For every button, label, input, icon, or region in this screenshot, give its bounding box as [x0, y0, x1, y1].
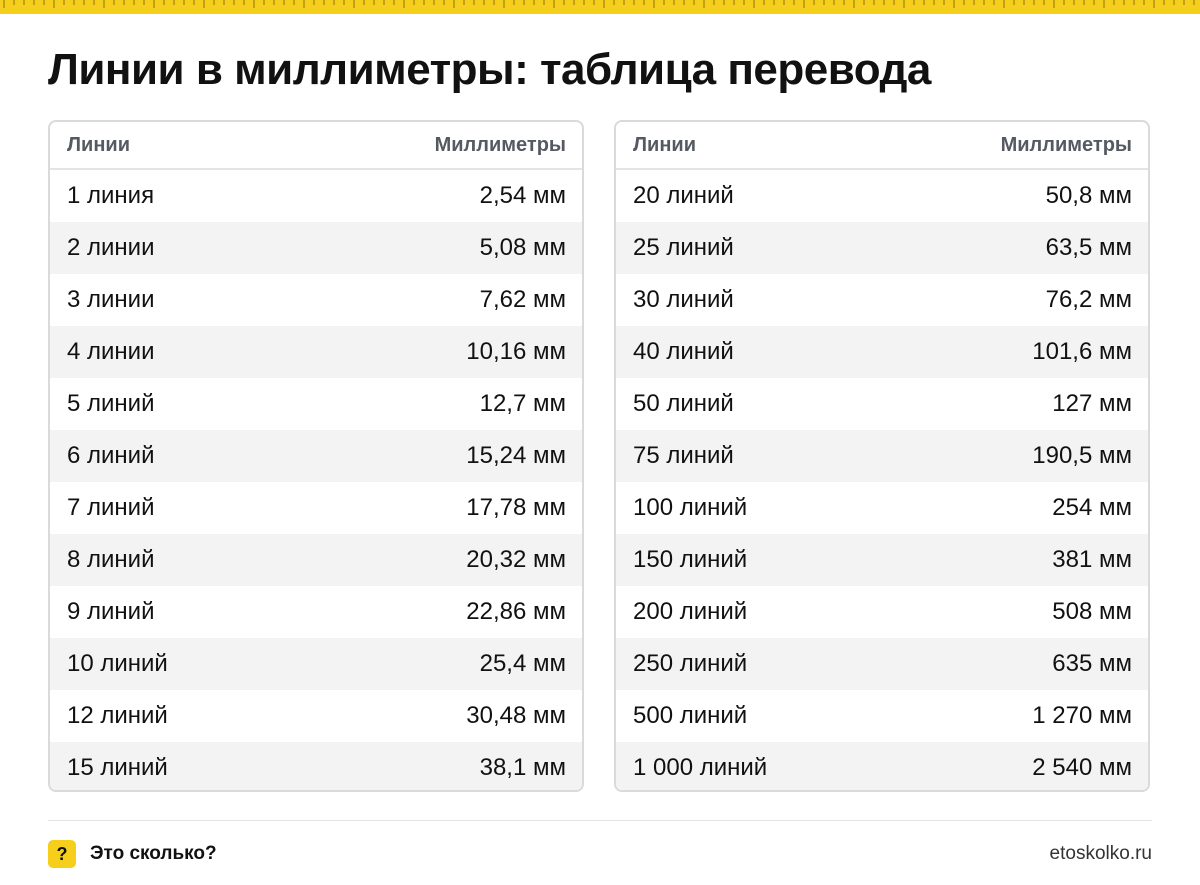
table-row: 30 линий 76,2 мм [616, 274, 1148, 326]
cell-mm: 508 мм [1052, 598, 1132, 625]
header-mm: Миллиметры [434, 133, 566, 156]
table-row: 1 000 линий 2 540 мм [616, 742, 1148, 790]
cell-mm: 76,2 мм [1045, 286, 1132, 313]
footer-brand: ? Это сколько? [48, 840, 217, 868]
cell-mm: 2,54 мм [479, 182, 566, 209]
table-row: 10 линий 25,4 мм [50, 638, 582, 690]
cell-lines: 1 линия [67, 182, 155, 209]
cell-lines: 30 линий [633, 286, 734, 313]
site-url: etoskolko.ru [1049, 843, 1152, 864]
question-badge-icon: ? [48, 840, 76, 868]
table-row: 100 линий 254 мм [616, 482, 1148, 534]
ruler-strip [0, 0, 1200, 14]
table-header: Линии Миллиметры [50, 122, 582, 170]
conversion-table-right: Линии Миллиметры 20 линий 50,8 мм 25 линий… [614, 120, 1150, 792]
cell-lines: 20 линий [633, 182, 734, 209]
cell-mm: 190,5 мм [1032, 442, 1132, 469]
cell-mm: 254 мм [1052, 494, 1132, 521]
cell-mm: 12,7 мм [479, 390, 566, 417]
cell-lines: 4 линии [67, 338, 155, 365]
table-row: 3 линии 7,62 мм [50, 274, 582, 326]
table-row: 7 линий 17,78 мм [50, 482, 582, 534]
table-row: 2 линии 5,08 мм [50, 222, 582, 274]
table-row: 150 линий 381 мм [616, 534, 1148, 586]
cell-mm: 10,16 мм [466, 338, 566, 365]
cell-lines: 50 линий [633, 390, 734, 417]
cell-lines: 100 линий [633, 494, 748, 521]
header-lines: Линии [67, 133, 130, 156]
cell-mm: 2 540 мм [1032, 754, 1132, 781]
cell-lines: 150 линий [633, 546, 748, 573]
table-header: Линии Миллиметры [616, 122, 1148, 170]
cell-lines: 3 линии [67, 286, 155, 313]
cell-mm: 38,1 мм [479, 754, 566, 781]
table-body: 20 линий 50,8 мм 25 линий 63,5 мм 30 линий 76… [616, 170, 1148, 790]
table-row: 6 линий 15,24 мм [50, 430, 582, 482]
cell-lines: 5 линий [67, 390, 155, 417]
cell-lines: 8 линий [67, 546, 155, 573]
table-row: 12 линий 30,48 мм [50, 690, 582, 742]
cell-mm: 15,24 мм [466, 442, 566, 469]
cell-mm: 127 мм [1052, 390, 1132, 417]
cell-mm: 30,48 мм [466, 702, 566, 729]
cell-mm: 50,8 мм [1045, 182, 1132, 209]
cell-lines: 9 линий [67, 598, 155, 625]
cell-lines: 25 линий [633, 234, 734, 261]
table-row: 20 линий 50,8 мм [616, 170, 1148, 222]
table-row: 5 линий 12,7 мм [50, 378, 582, 430]
table-body: 1 линия 2,54 мм 2 линии 5,08 мм 3 линии 7,62 … [50, 170, 582, 790]
cell-mm: 381 мм [1052, 546, 1132, 573]
cell-lines: 15 линий [67, 754, 168, 781]
cell-mm: 1 270 мм [1032, 702, 1132, 729]
ruler-ticks-icon [3, 0, 1195, 8]
cell-mm: 101,6 мм [1032, 338, 1132, 365]
conversion-table-left: Линии Миллиметры 1 линия 2,54 мм 2 линии 5,… [48, 120, 584, 792]
brand-name: Это сколько? [90, 843, 217, 864]
cell-lines: 1 000 линий [633, 754, 768, 781]
table-row: 75 линий 190,5 мм [616, 430, 1148, 482]
table-row: 500 линий 1 270 мм [616, 690, 1148, 742]
page-title: Линии в миллиметры: таблица перевода [48, 45, 931, 94]
table-row: 40 линий 101,6 мм [616, 326, 1148, 378]
cell-lines: 10 линий [67, 650, 168, 677]
cell-lines: 7 линий [67, 494, 155, 521]
cell-lines: 2 линии [67, 234, 155, 261]
cell-mm: 63,5 мм [1045, 234, 1132, 261]
footer-divider [48, 820, 1152, 821]
table-row: 250 линий 635 мм [616, 638, 1148, 690]
cell-lines: 250 линий [633, 650, 748, 677]
cell-mm: 17,78 мм [466, 494, 566, 521]
cell-lines: 500 линий [633, 702, 748, 729]
cell-lines: 6 линий [67, 442, 155, 469]
header-mm: Миллиметры [1000, 133, 1132, 156]
cell-lines: 40 линий [633, 338, 734, 365]
cell-lines: 75 линий [633, 442, 734, 469]
cell-lines: 12 линий [67, 702, 168, 729]
cell-mm: 7,62 мм [479, 286, 566, 313]
cell-mm: 635 мм [1052, 650, 1132, 677]
table-row: 9 линий 22,86 мм [50, 586, 582, 638]
cell-mm: 5,08 мм [479, 234, 566, 261]
cell-mm: 25,4 мм [479, 650, 566, 677]
cell-mm: 20,32 мм [466, 546, 566, 573]
cell-mm: 22,86 мм [466, 598, 566, 625]
cell-lines: 200 линий [633, 598, 748, 625]
table-row: 8 линий 20,32 мм [50, 534, 582, 586]
table-row: 50 линий 127 мм [616, 378, 1148, 430]
header-lines: Линии [633, 133, 696, 156]
table-row: 200 линий 508 мм [616, 586, 1148, 638]
table-row: 25 линий 63,5 мм [616, 222, 1148, 274]
table-row: 1 линия 2,54 мм [50, 170, 582, 222]
table-row: 15 линий 38,1 мм [50, 742, 582, 790]
table-row: 4 линии 10,16 мм [50, 326, 582, 378]
